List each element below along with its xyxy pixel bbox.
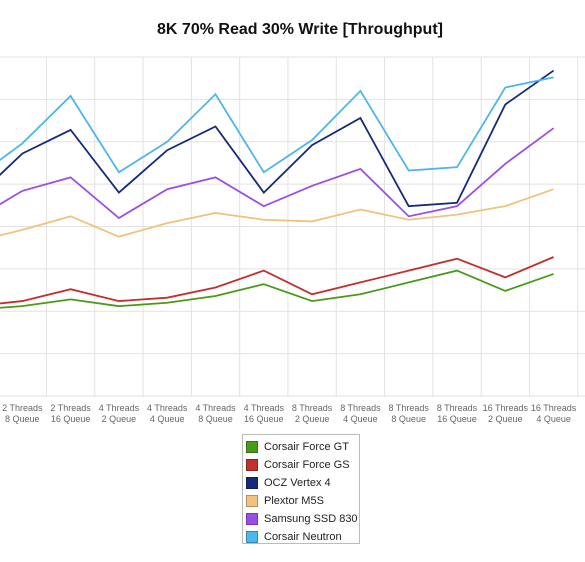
legend-item: Corsair Force GS — [246, 456, 359, 474]
x-tick-label: 8 Threads 2 Queue — [292, 403, 333, 424]
legend-label: Plextor M5S — [264, 495, 324, 507]
legend-item: OCZ Vertex 4 — [246, 474, 359, 492]
grid — [0, 56, 585, 397]
legend-swatch — [246, 513, 258, 525]
series-line-corsair-neutron — [0, 76, 554, 174]
legend: Corsair Force GT Corsair Force GS OCZ Vert… — [242, 434, 360, 544]
series-line-corsair-force-gt — [0, 269, 554, 309]
x-tick-label: 4 Threads 2 Queue — [99, 403, 140, 424]
legend-swatch — [246, 459, 258, 471]
legend-swatch — [246, 495, 258, 507]
series-line-samsung-ssd-830 — [0, 127, 555, 220]
x-tick-label: 8 Threads 4 Queue — [340, 403, 381, 424]
x-tick-label: 2 Threads 8 Queue — [2, 403, 43, 424]
legend-item: Corsair Neutron — [246, 528, 359, 546]
legend-label: Samsung SSD 830 — [264, 513, 358, 525]
legend-swatch — [246, 441, 258, 453]
series-line-ocz-vertex-4 — [0, 69, 555, 208]
legend-label: Corsair Force GT — [264, 441, 349, 453]
chart-title: 8K 70% Read 30% Write [Throughput] — [157, 21, 443, 38]
legend-label: Corsair Neutron — [264, 531, 342, 543]
series-line-corsair-force-gs — [0, 256, 554, 305]
x-tick-label: 16 Threads 2 Queue — [483, 403, 529, 424]
x-tick-label: 4 Threads 4 Queue — [147, 403, 188, 424]
legend-label: Corsair Force GS — [264, 459, 350, 471]
series-lines — [0, 69, 555, 309]
legend-item: Plextor M5S — [246, 492, 359, 510]
legend-item: Corsair Force GT — [246, 438, 359, 456]
x-tick-label: 4 Threads 8 Queue — [195, 403, 236, 424]
x-tick-label: 16 Threads 4 Queue — [531, 403, 577, 424]
x-tick-label: 2 Threads 16 Queue — [50, 403, 91, 424]
legend-swatch — [246, 531, 258, 543]
x-tick-label: 4 Threads 16 Queue — [244, 403, 285, 424]
legend-item: Samsung SSD 830 — [246, 510, 359, 528]
x-tick-label: 8 Threads 8 Queue — [389, 403, 430, 424]
legend-swatch — [246, 477, 258, 489]
legend-label: OCZ Vertex 4 — [264, 477, 331, 489]
x-tick-label: 8 Threads 16 Queue — [437, 403, 478, 424]
series-line-plextor-m5s — [0, 188, 554, 238]
